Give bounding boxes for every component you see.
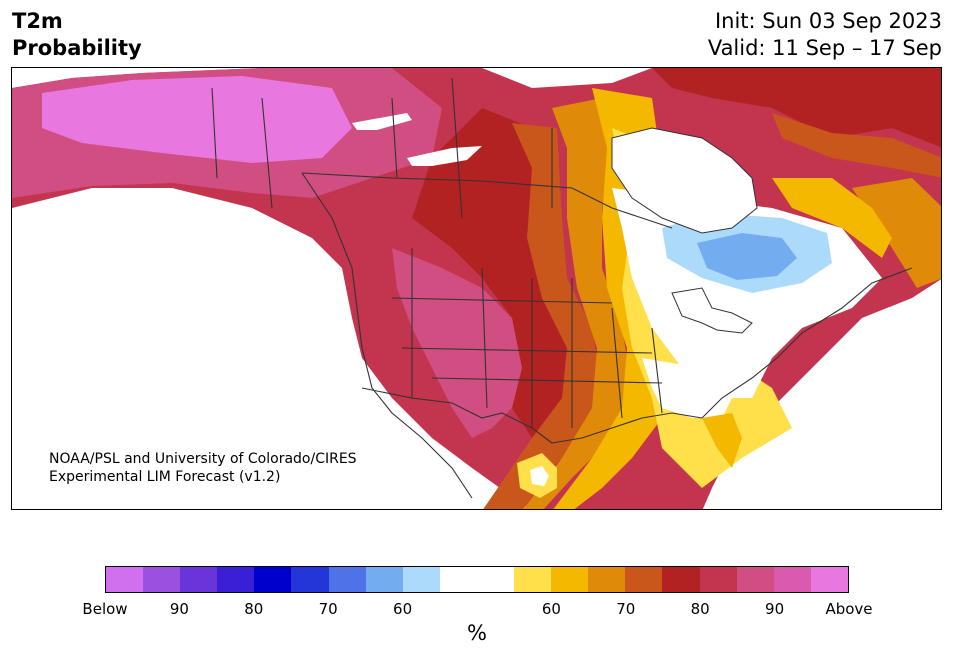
- colorbar-cell: [662, 567, 700, 592]
- colorbar-cell: [291, 567, 329, 592]
- hudson-bay: [611, 127, 758, 234]
- colorbar-cell: [588, 567, 626, 592]
- region-florida: [702, 413, 742, 468]
- colorbar-cell: [476, 567, 515, 592]
- region-southeast-neutral: [642, 358, 732, 418]
- colorbar-unit: %: [467, 621, 487, 645]
- map-title: T2m Probability: [12, 8, 142, 62]
- colorbar-tick-label: Below: [82, 600, 128, 618]
- colorbar-tick-label: 90: [169, 600, 189, 618]
- colorbar-tick-label: 90: [765, 600, 785, 618]
- colorbar-cell: [180, 567, 218, 592]
- colorbar-cell: [365, 567, 403, 592]
- great-lakes: [671, 287, 753, 334]
- us-canada-border: [301, 172, 673, 229]
- colorbar-cell: [736, 567, 774, 592]
- region-alaska-core: [42, 76, 352, 163]
- region-western-us: [392, 248, 532, 438]
- credit-line-2: Experimental LIM Forecast (v1.2): [49, 469, 281, 485]
- title-variable: T2m: [12, 9, 63, 33]
- region-plains-65: [523, 98, 632, 509]
- great-bear-lake: [352, 113, 412, 130]
- province-lines: [211, 77, 553, 219]
- west-coast: [301, 172, 473, 499]
- colorbar-tick-label: 60: [393, 600, 413, 618]
- colorbar-tick-label: 70: [616, 600, 636, 618]
- colorbar-cell: [106, 567, 144, 592]
- great-slave-lake: [407, 146, 482, 166]
- region-atlantic-canada: [852, 178, 941, 288]
- state-lines: [391, 248, 663, 428]
- colorbar: [105, 566, 849, 593]
- colorbar-cell: [328, 567, 366, 592]
- colorbar-cell: [254, 567, 292, 592]
- colorbar-cell: [699, 567, 737, 592]
- colorbar-cell: [551, 567, 589, 592]
- north-america-map: [12, 68, 941, 509]
- colorbar-tick-label: Above: [825, 600, 873, 618]
- region-mexico-core-inner: [530, 466, 549, 486]
- gulf-coast: [551, 412, 703, 444]
- map-panel: [11, 67, 942, 510]
- colorbar-cell: [439, 567, 477, 592]
- colorbar-cell: [514, 567, 552, 592]
- colorbar-tick-label: 60: [541, 600, 561, 618]
- region-atlantic-yellow: [772, 178, 892, 258]
- region-arctic-islands: [652, 68, 941, 148]
- east-coast: [701, 267, 913, 419]
- colorbar-cell: [810, 567, 848, 592]
- valid-range: Valid: 11 Sep – 17 Sep: [707, 36, 942, 60]
- colorbar-cell: [143, 567, 181, 592]
- init-date: Init: Sun 03 Sep 2023: [714, 9, 942, 33]
- colorbar-tick-label: 80: [244, 600, 264, 618]
- borders: [211, 77, 913, 499]
- colorbar-cell: [402, 567, 440, 592]
- credit-line-1: NOAA/PSL and University of Colorado/CIRE…: [49, 451, 357, 467]
- colorbar-cell: [625, 567, 663, 592]
- colorbar-cell: [773, 567, 811, 592]
- region-arctic-islands-70: [772, 113, 941, 178]
- colorbar-cell: [217, 567, 255, 592]
- title-quantity: Probability: [12, 36, 142, 60]
- forecast-dates: Init: Sun 03 Sep 2023 Valid: 11 Sep – 17…: [708, 8, 942, 62]
- colorbar-tick-label: 70: [318, 600, 338, 618]
- colorbar-tick-label: 80: [690, 600, 710, 618]
- region-quebec-below-60: [697, 233, 797, 280]
- map-credit: NOAA/PSL and University of Colorado/CIRE…: [49, 450, 357, 486]
